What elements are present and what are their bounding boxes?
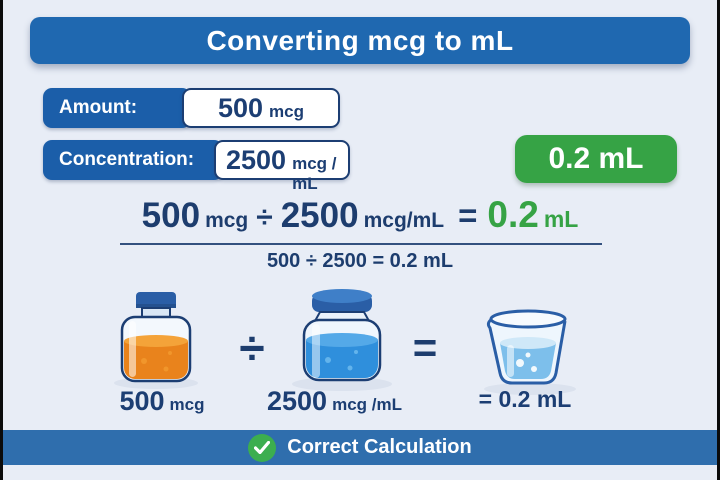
simplified-formula: 500 ÷ 2500 = 0.2 mL (266, 250, 454, 272)
formula-amount-unit: mcg (205, 209, 249, 232)
equals-sign: = (458, 197, 478, 234)
jar-label: 2500 mcg /mL (262, 386, 407, 417)
formula-result-unit: mL (543, 206, 579, 232)
status-text: Correct Calculation (287, 436, 472, 458)
amount-row: Amount: 500 mcg (43, 88, 340, 128)
concentration-jar-illustration (288, 288, 396, 392)
check-icon (248, 433, 277, 462)
vial-label: 500 mcg (92, 386, 232, 417)
amount-vial-illustration (110, 291, 202, 391)
title-banner: Converting mcg to mL (30, 17, 690, 64)
amount-label: Amount: (43, 88, 191, 128)
formula-amount-value: 500 (141, 196, 201, 235)
result-beaker-illustration (476, 305, 580, 395)
jar-blue-graphic (292, 289, 392, 391)
amount-unit: mcg (269, 102, 305, 121)
vial-orange-graphic (114, 292, 198, 389)
concentration-input[interactable]: 2500 mcg / mL (214, 140, 350, 193)
divide-sign: ÷ (256, 201, 273, 234)
concentration-value: 2500 (226, 145, 287, 175)
formula-divider-line (120, 243, 602, 245)
concentration-label: Concentration: (43, 140, 223, 180)
left-edge-bar (0, 0, 3, 480)
equals-icon: = (412, 324, 438, 371)
status-banner: Correct Calculation (0, 430, 720, 465)
formula-line: 500 mcg ÷ 2500 mcg/mL = 0.2 mL (0, 194, 720, 236)
formula-result-value: 0.2 (487, 194, 539, 235)
amount-input[interactable]: 500 mcg (182, 88, 340, 128)
concentration-unit: mcg / mL (292, 154, 337, 193)
jar-label-value: 2500 (267, 386, 328, 416)
vial-label-unit: mcg (169, 395, 205, 414)
page-title: Converting mcg to mL (206, 25, 514, 56)
amount-value: 500 (217, 93, 264, 123)
formula-concentration-value: 2500 (280, 196, 359, 235)
vial-label-value: 500 (119, 386, 165, 416)
formula-concentration-unit: mcg/mL (363, 209, 445, 232)
result-badge: 0.2 mL (515, 135, 677, 183)
jar-label-unit: mcg /mL (332, 395, 402, 414)
divide-icon: ÷ (239, 322, 265, 374)
right-edge-bar (717, 0, 720, 480)
beaker-label: = 0.2 mL (478, 386, 572, 412)
beaker-graphic (484, 309, 576, 395)
concentration-row: Concentration: 2500 mcg / mL (43, 140, 350, 193)
